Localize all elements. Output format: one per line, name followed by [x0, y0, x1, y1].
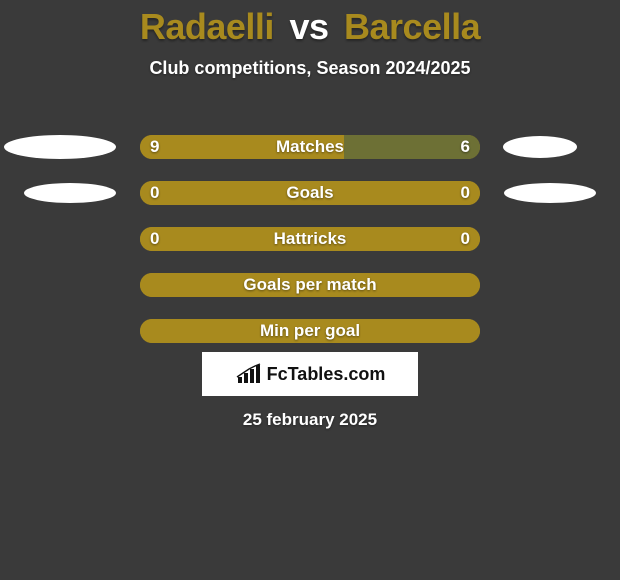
stat-row: Goals0 0 — [0, 170, 620, 216]
stat-left-value: 0 — [150, 229, 159, 249]
subtitle: Club competitions, Season 2024/2025 — [0, 58, 620, 79]
stat-right-value: 0 — [461, 229, 470, 249]
generated-date: 25 february 2025 — [0, 410, 620, 430]
title-vs: vs — [289, 6, 328, 47]
stat-right-value: 0 — [461, 183, 470, 203]
logo-text: FcTables.com — [267, 364, 386, 385]
stat-label: Matches — [0, 137, 620, 157]
stat-label: Goals per match — [0, 275, 620, 295]
stat-row: Hattricks0 0 — [0, 216, 620, 262]
stat-label: Goals — [0, 183, 620, 203]
stat-row: Matches9 6 — [0, 124, 620, 170]
bar-chart-icon — [235, 363, 261, 385]
title-player1: Radaelli — [140, 6, 274, 47]
stat-label: Hattricks — [0, 229, 620, 249]
comparison-infographic: Radaelli vs Barcella Club competitions, … — [0, 0, 620, 580]
stat-left-value: 9 — [150, 137, 159, 157]
attribution-logo: FcTables.com — [202, 352, 418, 396]
stat-label: Min per goal — [0, 321, 620, 341]
stat-row: Min per goal — [0, 308, 620, 354]
title-player2: Barcella — [344, 6, 480, 47]
page-title: Radaelli vs Barcella — [0, 0, 620, 48]
stat-rows: Matches96Goals00Hattricks00Goals per mat… — [0, 124, 620, 354]
stat-row: Goals per match — [0, 262, 620, 308]
stat-left-value: 0 — [150, 183, 159, 203]
stat-right-value: 6 — [461, 137, 470, 157]
